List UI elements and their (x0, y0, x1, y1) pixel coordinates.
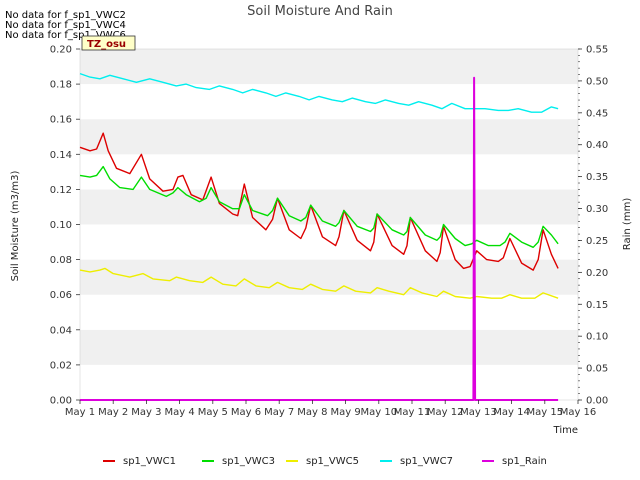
grid-band (80, 364, 578, 400)
legend-label: sp1_Rain (502, 456, 547, 467)
x-tick-label: May 6 (231, 407, 261, 418)
y2-tick-label: 0.30 (586, 204, 608, 215)
series-line-sp1_Rain (80, 76, 559, 401)
x-tick-label: May 16 (560, 407, 597, 418)
y-tick-label: 0.08 (50, 255, 72, 266)
x-tick-label: May 3 (131, 407, 161, 418)
grid-band (80, 189, 578, 225)
y-tick-label: 0.16 (50, 115, 72, 126)
y2-axis-label: Rain (mm) (622, 198, 633, 251)
x-tick-label: May 7 (264, 407, 294, 418)
y-tick-label: 0.18 (50, 80, 72, 91)
y-tick-label: 0.02 (50, 360, 72, 371)
y-tick-label: 0.06 (50, 290, 72, 301)
legend-item-sp1_VWC3: sp1_VWC3 (202, 456, 275, 467)
grid-band (80, 329, 578, 365)
legend-item-sp1_VWC7: sp1_VWC7 (380, 456, 453, 467)
x-tick-label: May 8 (297, 407, 327, 418)
y2-tick-label: 0.55 (586, 45, 608, 56)
y2-tick-label: 0.50 (586, 76, 608, 87)
series-line-sp1_VWC3 (79, 165, 559, 248)
y-tick-label: 0.10 (50, 220, 72, 231)
grid-band (80, 84, 578, 120)
no-data-note: No data for f_sp1_VWC6 (5, 30, 126, 41)
y2-tick-label: 0.15 (586, 300, 608, 311)
y2-tick-label: 0.00 (586, 396, 608, 407)
grid-band (80, 119, 578, 155)
x-tick-label: May 2 (98, 407, 128, 418)
legend-label: sp1_VWC3 (222, 456, 275, 467)
y-tick-label: 0.00 (50, 396, 72, 407)
series-line-sp1_VWC1 (79, 132, 559, 271)
left-axis: 0.00 0.02 0.04 0.06 0.08 0.10 0.12 0.14 0.16 0.18… (50, 45, 80, 407)
y-tick-label: 0.12 (50, 185, 72, 196)
y2-tick-label: 0.10 (586, 332, 608, 343)
x-tick-label: May 9 (330, 407, 360, 418)
legend: sp1_VWC1 sp1_VWC3 sp1_VWC5 sp1_VWC7 sp1_Rain (103, 456, 547, 467)
x-axis-label: Time (553, 425, 578, 436)
x-tick-label: May 4 (164, 407, 194, 418)
no-data-note: No data for f_sp1_VWC2 (5, 10, 126, 21)
grid-band (80, 49, 578, 85)
legend-label: sp1_VWC5 (306, 456, 359, 467)
site-label-box: TZ_osu (81, 35, 136, 51)
y2-tick-label: 0.05 (586, 364, 608, 375)
x-tick-label: May 13 (460, 407, 497, 418)
y2-tick-label: 0.35 (586, 172, 608, 183)
legend-item-sp1_Rain: sp1_Rain (482, 456, 547, 467)
grid-band (80, 224, 578, 260)
y-tick-label: 0.04 (50, 325, 72, 336)
legend-item-sp1_VWC1: sp1_VWC1 (103, 456, 176, 467)
grid-bands (80, 49, 578, 400)
x-tick-label: May 11 (394, 407, 431, 418)
series-layer (79, 72, 559, 401)
site-label: TZ_osu (87, 39, 126, 50)
grid-band (80, 294, 578, 330)
grid-band (80, 259, 578, 295)
no-data-note: No data for f_sp1_VWC4 (5, 20, 126, 31)
x-axis: May 1 May 2 May 3 May 4 May 5 May 6 May 7 May 8… (65, 400, 596, 418)
chart-title: Soil Moisture And Rain (247, 4, 393, 19)
x-tick-label: May 14 (493, 407, 530, 418)
x-tick-label: May 1 (65, 407, 95, 418)
x-tick-label: May 5 (198, 407, 228, 418)
series-line-sp1_VWC7 (79, 72, 559, 113)
right-axis: 0.00 0.05 0.10 0.15 0.20 0.25 0.30 0.35 0.40 0.45… (578, 45, 608, 407)
x-tick-label: May 15 (527, 407, 564, 418)
y2-tick-label: 0.20 (586, 268, 608, 279)
legend-item-sp1_VWC5: sp1_VWC5 (286, 456, 359, 467)
legend-label: sp1_VWC1 (123, 456, 176, 467)
legend-label: sp1_VWC7 (400, 456, 453, 467)
x-tick-label: May 10 (361, 407, 398, 418)
y-tick-label: 0.14 (50, 150, 72, 161)
y-tick-label: 0.20 (50, 45, 72, 56)
x-tick-label: May 12 (427, 407, 464, 418)
grid-band (80, 154, 578, 190)
y2-tick-label: 0.45 (586, 108, 608, 119)
y2-tick-label: 0.40 (586, 140, 608, 151)
y-axis-label: Soil Moisture (m3/m3) (10, 171, 21, 282)
y2-tick-label: 0.25 (586, 236, 608, 247)
